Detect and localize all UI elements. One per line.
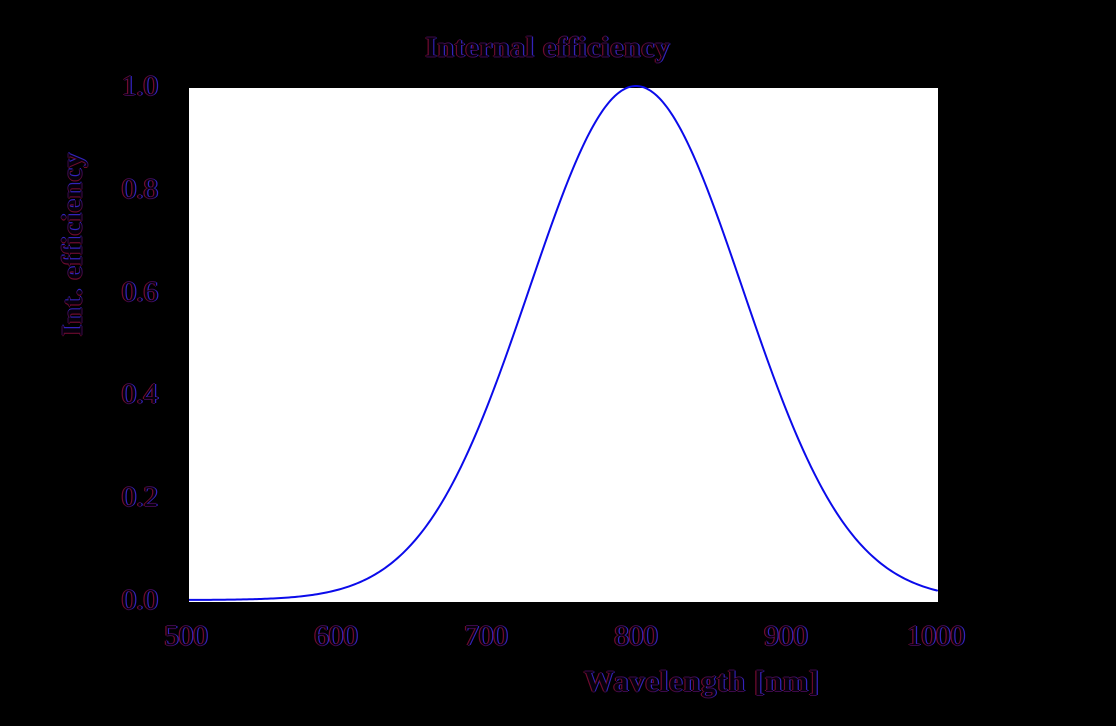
y-tick-label: 0.2 <box>121 481 158 514</box>
y-tick-label: 0.4 <box>121 378 158 411</box>
x-tick-label: 500 <box>164 620 208 652</box>
y-tick-label: 0.6 <box>121 275 158 308</box>
y-tick-label: 0.8 <box>121 172 158 205</box>
chart-title: Internal efficiency <box>425 31 671 64</box>
efficiency-curve <box>189 85 938 601</box>
x-tick-label: 800 <box>614 620 658 652</box>
plot-area <box>189 88 938 602</box>
y-tick-label: 0.0 <box>121 584 158 616</box>
x-axis-label: Wavelength [nm] <box>584 665 820 698</box>
x-tick-label: 1000 <box>907 620 965 652</box>
y-tick-label: 1.0 <box>121 70 158 102</box>
x-tick-label: 900 <box>764 620 808 652</box>
x-tick-label: 700 <box>464 620 508 652</box>
x-tick-label: 600 <box>314 620 358 652</box>
